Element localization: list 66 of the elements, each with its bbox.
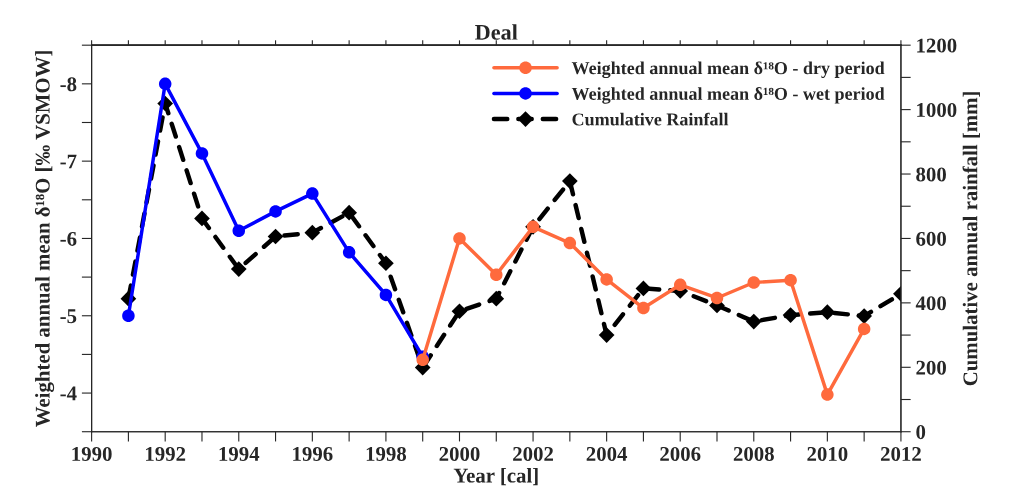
x-tick-label: 2008 (733, 446, 774, 461)
point (710, 291, 724, 305)
y-axis-title: Weighted annual mean δ¹⁸O [‰ VSMOW] (34, 51, 55, 428)
x-tick-label: 1990 (72, 446, 112, 461)
y2-tick-label: 1000 (917, 102, 957, 118)
point (304, 224, 321, 241)
y-tick-label: -7 (60, 154, 77, 169)
point (195, 147, 209, 160)
y2-tick-label: 1200 (917, 38, 957, 53)
point (341, 204, 357, 221)
point (453, 232, 466, 245)
point (194, 210, 210, 227)
x-tick-label: 1998 (366, 446, 407, 461)
point (488, 290, 505, 307)
point (821, 388, 834, 401)
point (637, 301, 650, 315)
y-tick-label: -8 (60, 77, 77, 92)
point (673, 278, 687, 292)
point (122, 309, 135, 323)
point (782, 307, 799, 323)
legend-label: Cumulative Rainfall (572, 112, 729, 126)
point (856, 308, 872, 324)
x-tick-label: 2006 (660, 446, 701, 461)
point (342, 246, 356, 259)
point (635, 280, 652, 297)
point (158, 77, 172, 91)
point (230, 261, 247, 277)
y-tick-label: -4 (60, 386, 77, 401)
point (563, 236, 577, 250)
point (267, 228, 284, 245)
x-tick-label: 2002 (513, 446, 553, 461)
chart-title: Deal (475, 24, 518, 40)
y-tick-label: -5 (60, 309, 77, 324)
point (600, 273, 613, 286)
y2-tick-label: 400 (915, 296, 946, 311)
point (490, 268, 503, 282)
x-tick-label: 2004 (586, 446, 628, 461)
point (784, 273, 797, 287)
point (819, 304, 836, 321)
point (857, 322, 871, 336)
y2-tick-label: 800 (916, 167, 946, 182)
y2-tick-label: 200 (916, 360, 946, 375)
point (232, 224, 246, 237)
y2-axis-title: Cumulative annual rainfall [mm] (962, 92, 980, 386)
legend-label: Weighted annual mean δ¹⁸O - dry period (571, 61, 885, 79)
point (451, 303, 468, 320)
point (416, 353, 429, 367)
point (378, 255, 394, 272)
y2-tick-label: 600 (916, 231, 946, 246)
x-tick-label: 1992 (146, 446, 186, 461)
point (598, 327, 615, 343)
y-tick-label: -6 (60, 231, 77, 246)
x-tick-label: 2012 (880, 446, 921, 461)
point (747, 276, 761, 289)
point (269, 205, 282, 218)
x-tick-label: 2000 (439, 446, 480, 461)
legend-label: Weighted annual mean δ¹⁸O - wet period (571, 87, 885, 104)
point (561, 173, 578, 189)
point (745, 313, 762, 330)
point (379, 288, 393, 302)
x-tick-label: 1996 (293, 446, 333, 461)
x-tick-label: 2010 (807, 446, 848, 461)
y2-tick-label: 0 (916, 425, 926, 440)
x-axis-title: Year [cal] (453, 467, 538, 486)
point (306, 187, 319, 200)
x-tick-label: 1994 (219, 446, 260, 461)
